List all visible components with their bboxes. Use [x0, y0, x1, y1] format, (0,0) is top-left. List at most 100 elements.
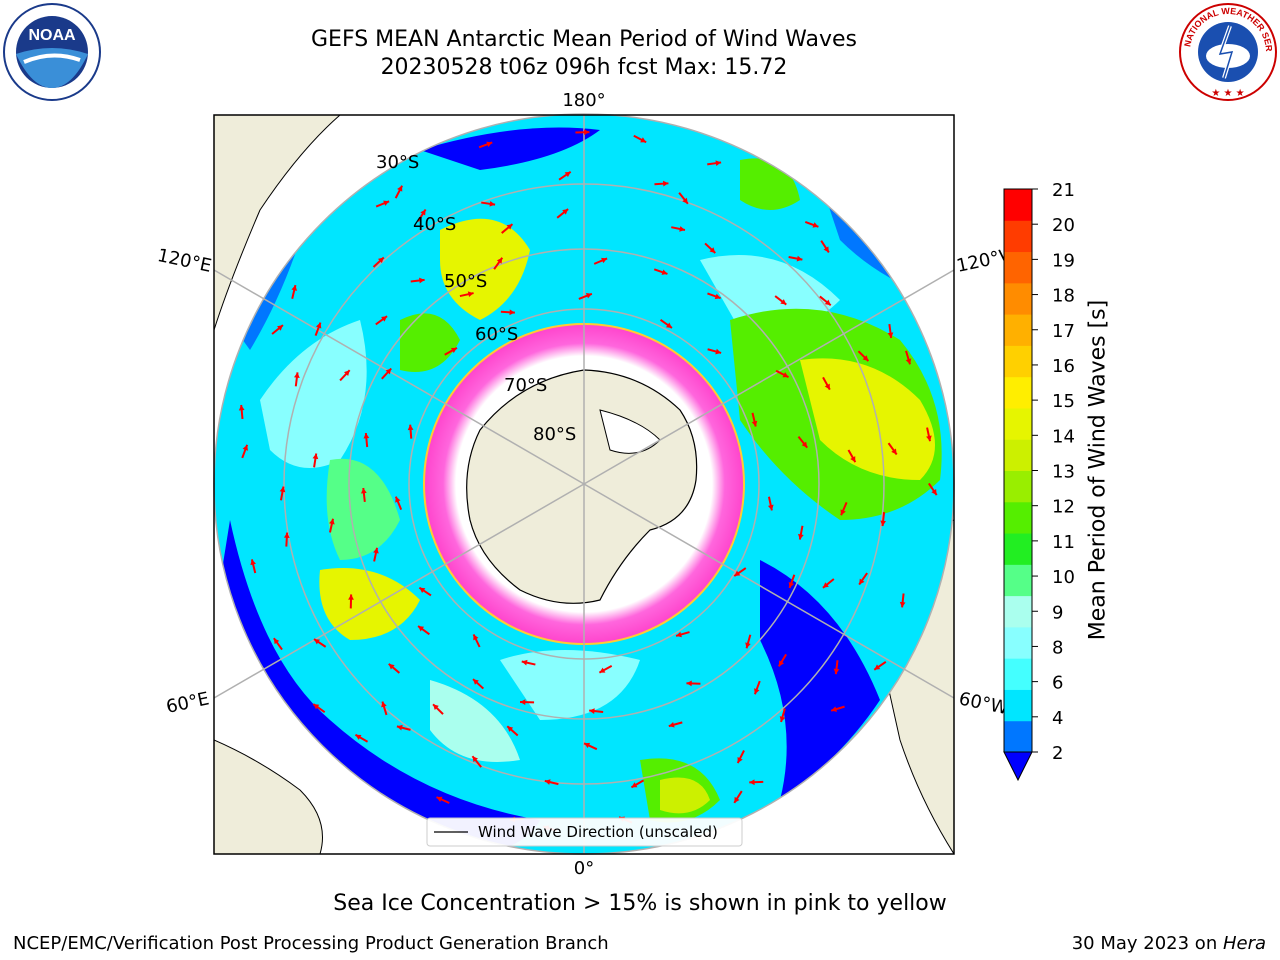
wave-arrow-head	[506, 224, 513, 230]
map-legend: Wind Wave Direction (unscaled)	[426, 817, 743, 847]
wave-arrow-head	[715, 348, 722, 355]
wave-arrow-head	[489, 200, 496, 207]
wave-arrow-head	[315, 322, 322, 329]
colorbar-segment	[1004, 314, 1032, 346]
wave-arrow-head	[277, 325, 283, 331]
chart-title: GEFS MEAN Antarctic Mean Period of Wind …	[311, 27, 857, 52]
wave-arrow-head	[273, 638, 280, 645]
wave-arrow-head	[314, 639, 321, 645]
wave-arrow-head	[294, 372, 300, 378]
colorbar-segment	[1004, 189, 1032, 221]
wave-arrow-head	[601, 257, 608, 264]
wave-arrow-head	[291, 285, 298, 291]
colorbar-segment	[1004, 501, 1032, 534]
wave-arrow-head	[796, 255, 803, 262]
wave-arrow-head	[419, 587, 426, 593]
wave-arrow-head	[798, 533, 804, 540]
wave-arrow-head	[520, 699, 526, 706]
wave-arrow-head	[668, 721, 675, 728]
wave-arrow-head	[388, 663, 395, 670]
colorbar-segment	[1004, 376, 1032, 409]
lon-label-upper-left: 120°E	[155, 245, 213, 277]
colorbar-segment	[1004, 720, 1032, 753]
wave-arrow-head	[329, 518, 335, 525]
wave-arrow-head	[418, 626, 425, 632]
colorbar-tick-label: 6	[1052, 673, 1063, 694]
wave-arrow-head	[874, 664, 881, 670]
wave-arrow-head	[564, 171, 571, 178]
wave-arrow-head	[891, 448, 897, 455]
wave-arrow-head	[589, 708, 595, 714]
wave-arrow-head	[419, 277, 425, 284]
wave-arrow-head	[745, 642, 751, 649]
wave-arrow-head	[788, 581, 795, 588]
wave-arrow-head	[473, 634, 479, 641]
colorbar-segment	[1004, 407, 1032, 440]
wave-arrow-head	[662, 180, 669, 187]
wave-arrow-head	[521, 659, 528, 666]
wave-arrow-head	[682, 197, 688, 204]
wave-arrow-head	[779, 716, 786, 723]
wave-arrow-head	[242, 444, 249, 451]
wave-arrow-head	[862, 355, 869, 361]
wave-arrow-head	[507, 726, 514, 732]
noaa-logo: NOAA	[3, 3, 101, 101]
wave-arrow-head	[899, 601, 906, 608]
colorbar: 2 4 6 8 9 10 11 12 13 14 15 16 17 18 19 20 21	[1003, 180, 1075, 782]
wave-arrow-head	[859, 578, 865, 585]
wave-arrow-head	[599, 667, 606, 673]
wave-arrow-head	[450, 347, 457, 354]
noaa-logo-text: NOAA	[28, 27, 76, 44]
colorbar-tick-label: 8	[1052, 637, 1063, 658]
wave-arrow-head	[749, 779, 755, 786]
wave-arrow-head	[686, 680, 692, 687]
sea-ice-footnote: Sea Ice Concentration > 15% is shown in …	[333, 891, 947, 916]
colorbar-tick-label: 17	[1052, 321, 1075, 342]
wave-arrow-head	[472, 756, 478, 763]
wave-arrow-head	[385, 368, 392, 375]
wave-arrow-head	[840, 509, 846, 516]
wave-arrow-head	[823, 246, 829, 253]
wave-arrow-head	[407, 424, 414, 431]
wave-arrow-head	[679, 226, 685, 232]
wave-arrow-head	[850, 456, 856, 463]
wave-arrow-head	[473, 679, 479, 685]
wave-arrow-head	[396, 724, 403, 731]
lat-label-30s: 30°S	[376, 152, 419, 173]
lon-label-top: 180°	[562, 90, 605, 111]
lat-label-80s: 80°S	[533, 424, 576, 445]
lat-label-50s: 50°S	[444, 271, 487, 292]
svg-text:★ ★ ★: ★ ★ ★	[1211, 88, 1244, 99]
wave-arrow-head	[348, 594, 354, 600]
wave-arrow-head	[383, 200, 390, 206]
colorbar-tick-label: 2	[1052, 743, 1063, 764]
credit-branch: NCEP/EMC/Verification Post Processing Pr…	[13, 933, 609, 954]
colorbar-segment	[1004, 533, 1032, 565]
wave-arrow-head	[631, 782, 638, 788]
wave-arrow-head	[355, 734, 362, 740]
lon-label-lower-right: 60°W	[957, 688, 1010, 719]
lat-label-60s: 60°S	[475, 324, 518, 345]
colorbar-tick-label: 11	[1052, 532, 1075, 553]
wave-arrow-head	[734, 570, 741, 577]
colorbar-tick-label: 4	[1052, 708, 1063, 729]
wave-arrow-head	[831, 706, 838, 712]
colorbar-tick-label: 13	[1052, 462, 1075, 483]
wave-arrow-head	[436, 796, 443, 802]
colorbar-tick-label: 15	[1052, 391, 1075, 412]
wave-arrow-head	[905, 358, 912, 365]
wave-arrow-head	[544, 779, 551, 785]
wave-arrow-head	[381, 316, 388, 322]
wave-arrow-head	[381, 701, 387, 708]
wave-arrow-head	[395, 496, 401, 503]
wave-arrow-head	[661, 269, 668, 275]
wave-arrow-head	[584, 129, 590, 136]
colorbar-segment	[1004, 220, 1032, 253]
wave-arrow-head	[377, 257, 384, 264]
colorbar-tick-label: 20	[1052, 215, 1075, 236]
colorbar-segment	[1004, 470, 1032, 503]
lon-label-bottom: 0°	[574, 858, 594, 879]
wave-arrow-head	[709, 247, 716, 253]
credit-date-text: 30 May 2023 on	[1071, 933, 1223, 954]
